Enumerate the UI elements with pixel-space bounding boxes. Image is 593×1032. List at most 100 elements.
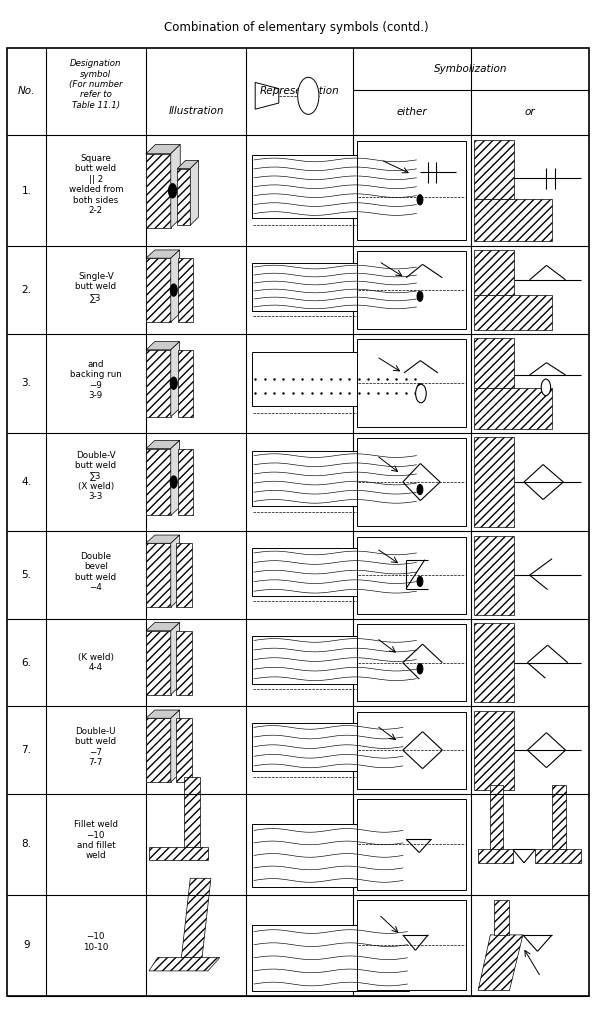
Text: No.: No. xyxy=(18,87,35,96)
Bar xyxy=(357,537,467,614)
Bar xyxy=(252,925,409,991)
Text: 9: 9 xyxy=(23,940,30,950)
Bar xyxy=(252,548,418,596)
Polygon shape xyxy=(171,342,180,417)
Polygon shape xyxy=(474,623,514,703)
Polygon shape xyxy=(178,258,193,322)
Bar xyxy=(252,352,418,407)
Polygon shape xyxy=(149,847,208,860)
Polygon shape xyxy=(146,350,171,417)
Bar xyxy=(357,338,467,427)
Text: Square
butt weld
|| 2
welded from
both sides
2-2: Square butt weld || 2 welded from both s… xyxy=(69,154,123,215)
Polygon shape xyxy=(419,296,432,325)
Polygon shape xyxy=(171,535,180,607)
Text: 7.: 7. xyxy=(21,745,31,755)
Polygon shape xyxy=(146,710,180,718)
Circle shape xyxy=(170,284,177,296)
Polygon shape xyxy=(478,935,523,991)
Polygon shape xyxy=(552,784,566,849)
Polygon shape xyxy=(178,350,193,417)
Circle shape xyxy=(417,576,423,586)
Polygon shape xyxy=(474,140,514,199)
Polygon shape xyxy=(146,718,171,782)
Circle shape xyxy=(417,291,423,301)
Polygon shape xyxy=(171,622,180,695)
Polygon shape xyxy=(146,543,171,607)
Polygon shape xyxy=(178,449,193,516)
Polygon shape xyxy=(146,250,180,258)
Polygon shape xyxy=(146,622,180,631)
Polygon shape xyxy=(474,536,514,615)
Polygon shape xyxy=(474,199,552,241)
Polygon shape xyxy=(419,389,432,424)
Bar xyxy=(357,252,467,328)
Polygon shape xyxy=(419,200,432,238)
Text: either: either xyxy=(396,107,427,118)
Polygon shape xyxy=(494,900,509,935)
Polygon shape xyxy=(419,489,432,523)
Text: Single-V
butt weld
∑3: Single-V butt weld ∑3 xyxy=(75,272,116,302)
Circle shape xyxy=(298,77,319,115)
Polygon shape xyxy=(176,543,192,607)
Bar xyxy=(357,141,467,240)
Polygon shape xyxy=(181,878,211,958)
Polygon shape xyxy=(478,849,513,863)
Text: (K weld)
4-4: (K weld) 4-4 xyxy=(78,653,114,673)
Circle shape xyxy=(170,476,177,488)
Bar xyxy=(357,799,467,890)
Polygon shape xyxy=(419,669,432,699)
Text: 1.: 1. xyxy=(21,186,31,196)
Polygon shape xyxy=(146,535,180,543)
Polygon shape xyxy=(146,258,171,322)
Polygon shape xyxy=(474,251,514,295)
Text: Representation: Representation xyxy=(260,87,339,96)
Polygon shape xyxy=(474,710,514,789)
Polygon shape xyxy=(146,441,180,449)
Text: or: or xyxy=(524,107,535,118)
Circle shape xyxy=(417,484,423,494)
Polygon shape xyxy=(171,250,180,322)
Text: Double-V
butt weld
∑3
(X weld)
3-3: Double-V butt weld ∑3 (X weld) 3-3 xyxy=(75,451,116,502)
Text: 4.: 4. xyxy=(21,477,31,487)
Polygon shape xyxy=(177,160,199,168)
Polygon shape xyxy=(176,631,192,695)
Bar xyxy=(252,825,405,886)
Polygon shape xyxy=(255,83,279,109)
Bar xyxy=(357,624,467,702)
Polygon shape xyxy=(406,754,419,785)
Bar xyxy=(357,438,467,526)
Circle shape xyxy=(417,384,423,394)
Bar xyxy=(357,900,467,991)
Circle shape xyxy=(541,379,551,395)
Text: 6.: 6. xyxy=(21,657,31,668)
Text: Symbolization: Symbolization xyxy=(434,64,508,73)
Text: Combination of elementary symbols (contd.): Combination of elementary symbols (contd… xyxy=(164,21,429,34)
Text: 2.: 2. xyxy=(21,285,31,295)
Text: Fillet weld
−10
and fillet
weld: Fillet weld −10 and fillet weld xyxy=(74,820,118,861)
Polygon shape xyxy=(490,784,503,849)
Polygon shape xyxy=(176,718,192,782)
Text: 3.: 3. xyxy=(21,379,31,388)
Polygon shape xyxy=(146,144,180,154)
Polygon shape xyxy=(474,337,514,388)
Text: Double
bevel
butt weld
−4: Double bevel butt weld −4 xyxy=(75,552,116,592)
Polygon shape xyxy=(474,437,514,527)
Bar xyxy=(252,451,418,506)
Circle shape xyxy=(417,664,423,674)
Circle shape xyxy=(417,195,423,205)
Text: and
backing run
−9
3-9: and backing run −9 3-9 xyxy=(70,360,122,400)
Circle shape xyxy=(170,377,177,389)
Polygon shape xyxy=(184,777,200,847)
Polygon shape xyxy=(171,441,180,516)
Circle shape xyxy=(416,384,426,402)
Polygon shape xyxy=(419,581,432,611)
Text: Designation
symbol
(For number
refer to
Table 11.1): Designation symbol (For number refer to … xyxy=(69,59,123,109)
Polygon shape xyxy=(474,388,552,428)
Bar xyxy=(252,156,418,218)
Polygon shape xyxy=(177,168,190,225)
Polygon shape xyxy=(190,160,199,225)
Bar xyxy=(357,711,467,788)
Text: Illustration: Illustration xyxy=(168,105,224,116)
Bar xyxy=(252,722,405,771)
Text: −10
10-10: −10 10-10 xyxy=(83,932,109,952)
